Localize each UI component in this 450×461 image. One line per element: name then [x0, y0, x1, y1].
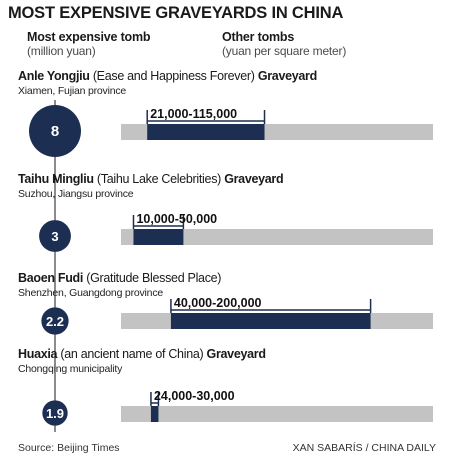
price-range-bar — [170, 313, 371, 329]
tomb-price-label: 1.9 — [46, 406, 64, 421]
chart-title: MOST EXPENSIVE GRAVEYARDS IN CHINA — [8, 4, 344, 22]
tomb-price-circle — [29, 105, 81, 157]
tomb-column-header: Most expensive tomb — [27, 30, 151, 44]
credit-note: XAN SABARÍS / CHINA DAILY — [292, 442, 436, 454]
tomb-price-label: 2.2 — [46, 314, 64, 329]
graveyard-name: Baoen Fudi (Gratitude Blessed Place) — [18, 271, 222, 285]
tomb-price-label: 8 — [51, 123, 59, 140]
graveyard-location: Shenzhen, Guangdong province — [18, 287, 164, 299]
tomb-price-label: 3 — [51, 229, 58, 244]
graveyard-location: Chongqing municipality — [18, 363, 123, 375]
price-track-bar — [121, 406, 433, 422]
source-note: Source: Beijing Times — [18, 442, 120, 454]
price-track-bar — [121, 229, 433, 245]
graveyard-name: Anle Yongjiu (Ease and Happiness Forever… — [18, 69, 317, 83]
tomb-column-unit: (million yuan) — [27, 44, 96, 58]
range-label: 21,000-115,000 — [150, 107, 237, 121]
price-range-bar — [147, 124, 265, 140]
range-label: 24,000-30,000 — [154, 389, 235, 403]
graveyard-location: Xiamen, Fujian province — [18, 85, 127, 97]
other-column-header: Other tombs — [222, 30, 295, 44]
price-range-bar — [133, 229, 184, 245]
graveyard-name: Huaxia (an ancient name of China) Gravey… — [18, 347, 266, 361]
price-range-bar — [150, 406, 159, 422]
graveyard-name: Taihu Mingliu (Taihu Lake Celebrities) G… — [18, 172, 284, 186]
tomb-price-circle — [41, 307, 69, 335]
range-label: 10,000-50,000 — [136, 212, 217, 226]
tomb-price-circle — [39, 220, 71, 252]
other-column-unit: (yuan per square meter) — [222, 44, 347, 58]
tomb-price-circle — [42, 400, 68, 426]
graveyard-location: Suzhou, Jiangsu province — [18, 188, 134, 200]
range-label: 40,000-200,000 — [174, 296, 262, 310]
